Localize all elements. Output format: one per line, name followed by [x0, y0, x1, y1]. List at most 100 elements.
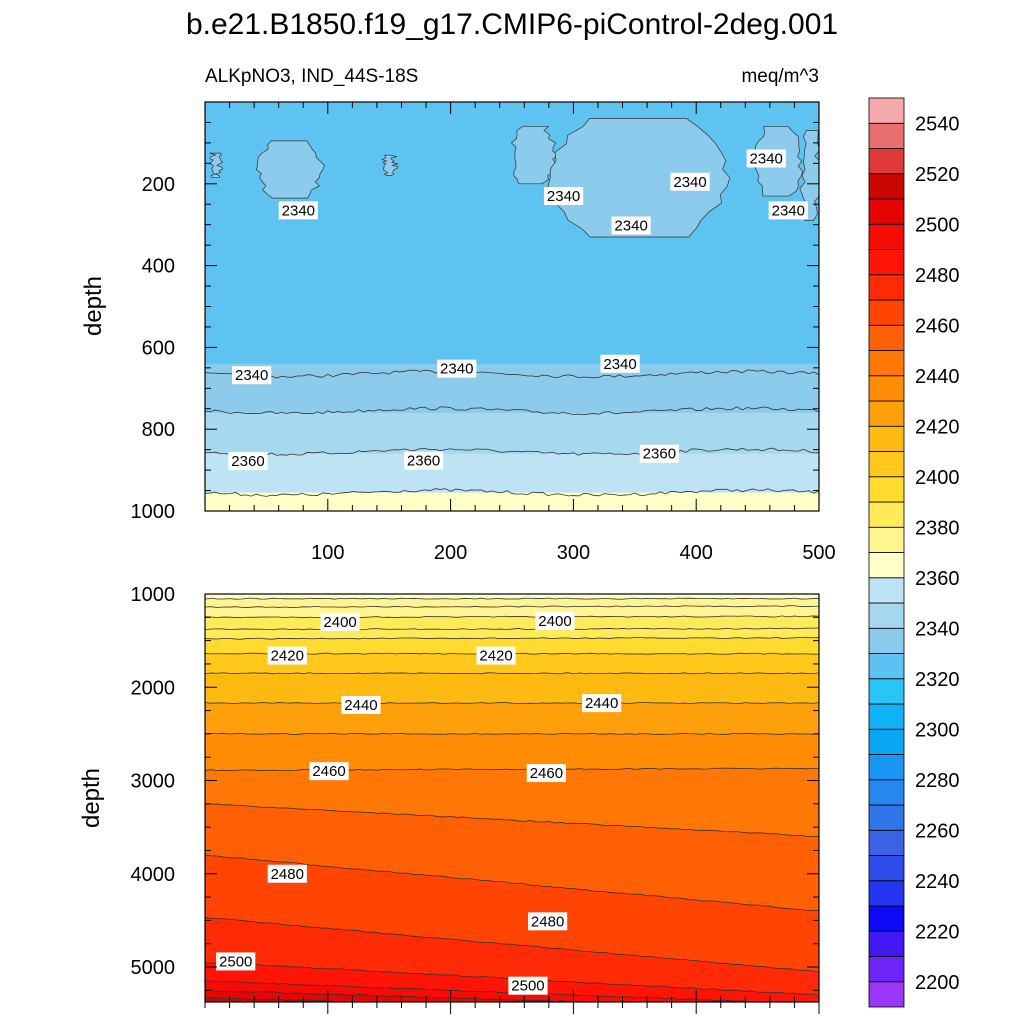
bottom-contour-label-0: 2400: [320, 612, 360, 631]
bottom-contour-line-2380: [205, 597, 819, 600]
top-contour-label-5-text: 2360: [643, 446, 676, 463]
bottom-contour-label-6-text: 2460: [312, 763, 345, 780]
bottom-contour-labels: 2400 2400 2420 2420 2440 2440 2460 2460 2480 2480…: [216, 612, 622, 995]
top-y-axis-label: depth: [80, 276, 107, 336]
top-contour-label-10-box: [746, 149, 786, 168]
colorbar-label-2280: 2280: [915, 770, 960, 792]
top-contour-label-3: 2360: [228, 452, 268, 471]
bottom-contour-label-8-box: [267, 864, 307, 883]
bottom-contour-label-10-box: [216, 952, 256, 971]
bottom-contour-label-4-box: [341, 695, 381, 714]
bottom-contour-label-6: 2460: [309, 762, 349, 781]
bottom-contour-line-2385: [205, 605, 819, 608]
colorbar-label-2320: 2320: [915, 669, 960, 691]
top-x-tick-label-400: 400: [680, 542, 713, 564]
top-contour-label-0-box: [232, 366, 272, 385]
top-contour-label-8-box: [611, 216, 651, 235]
colorbar-box-2230: [868, 905, 905, 932]
colorbar-box-2480: [868, 274, 905, 301]
top-contour-label-10: 2340: [746, 149, 786, 168]
colorbar-box-2370: [868, 552, 905, 579]
bottom-contour-line-2430: [205, 702, 819, 705]
bottom-contour-label-6-box: [309, 762, 349, 781]
colorbar-box-2390: [868, 501, 905, 528]
top-band-4: [205, 492, 819, 511]
bottom-contour-label-0-box: [320, 612, 360, 631]
colorbar-box-2410: [868, 451, 905, 478]
colorbar-box-2530: [868, 148, 905, 175]
bottom-contour-label-10-text: 2500: [219, 953, 252, 970]
colorbar-box-2260: [868, 829, 905, 856]
right-subtitle: meq/m^3: [741, 66, 819, 87]
colorbar-box-2250: [868, 855, 905, 882]
left-subtitle: ALKpNO3, IND_44S-18S: [205, 66, 418, 87]
bottom-contour-label-9-box: [528, 912, 568, 931]
bottom-panel: 2400 2400 2420 2420 2440 2440 2460 2460 2480 2480…: [78, 584, 820, 1014]
colorbar-box-2470: [868, 299, 905, 326]
colorbar-box-2360: [868, 577, 905, 604]
bottom-contour-line-2460: [205, 803, 819, 837]
bottom-y-tick-label-4000: 4000: [131, 864, 176, 886]
colorbar-label-2260: 2260: [915, 820, 960, 842]
bottom-contour-label-5-text: 2440: [585, 695, 618, 712]
colorbar-box-2460: [868, 324, 905, 351]
bottom-contour-label-1: 2400: [535, 612, 575, 631]
bottom-contour-line-2420: [205, 672, 819, 675]
colorbar-box-2450: [868, 350, 905, 377]
bottom-axis-ticks: 1000 2000 3000 4000 5000: [131, 584, 820, 1014]
colorbar-box-2270: [868, 804, 905, 831]
top-contour-line-2340-0: [205, 369, 819, 379]
top-contour-label-0-text: 2340: [235, 367, 268, 384]
bottom-contour-label-3-text: 2420: [479, 648, 512, 665]
top-patch-0: [209, 152, 224, 179]
top-contour-label-11-box: [768, 201, 808, 220]
bottom-contour-label-5-box: [582, 694, 622, 713]
top-contour-label-7: 2340: [543, 187, 584, 206]
colorbar-label-2420: 2420: [915, 416, 960, 438]
colorbar-label-2480: 2480: [915, 265, 960, 287]
top-contour-label-3-text: 2360: [231, 453, 264, 470]
bottom-contour-label-3-box: [476, 646, 516, 665]
top-y-tick-label-400: 400: [142, 256, 175, 278]
colorbar-label-2340: 2340: [915, 618, 960, 640]
bottom-contour-label-7-box: [526, 764, 566, 783]
colorbar: 2200 2220 2240 2260 2280 2300 2320 2340 2360 2380…: [868, 97, 960, 1008]
bottom-contour-label-11-text: 2500: [511, 978, 544, 995]
bottom-contour-label-9: 2480: [528, 912, 568, 931]
top-contour-label-10-text: 2340: [750, 150, 783, 167]
top-patch-2: [381, 154, 399, 176]
colorbar-label-2540: 2540: [915, 113, 960, 135]
colorbar-label-2220: 2220: [915, 921, 960, 943]
colorbar-label-2520: 2520: [915, 164, 960, 186]
top-patch-6: [799, 130, 819, 221]
colorbar-box-2420: [868, 425, 905, 452]
colorbar-box-2400: [868, 476, 905, 503]
top-contour-label-11: 2340: [768, 201, 808, 220]
bottom-contour-line-2440: [205, 732, 819, 735]
colorbar-box-2540: [868, 122, 905, 149]
bottom-contour-line-2450: [205, 767, 819, 772]
colorbar-box-2200: [868, 981, 905, 1008]
top-contour-label-1: 2340: [437, 359, 477, 378]
top-contour-label-9-box: [670, 172, 710, 191]
top-contour-line-2350-1: [205, 406, 819, 416]
top-x-tick-label-200: 200: [434, 542, 467, 564]
chart-title: b.e21.B1850.f19_g17.CMIP6-piControl-2deg…: [186, 8, 838, 41]
bottom-contour-line-2470: [205, 854, 819, 912]
bottom-contour-label-11: 2500: [508, 976, 548, 995]
bottom-contour-label-4: 2440: [341, 695, 381, 714]
colorbar-box-2320: [868, 678, 905, 705]
top-patch-4: [547, 118, 731, 238]
colorbar-box-2220: [868, 930, 905, 957]
colorbar-box-2520: [868, 173, 905, 200]
top-y-tick-label-600: 600: [142, 337, 175, 359]
top-contour-label-1-text: 2340: [440, 361, 473, 378]
top-contour-label-4-text: 2360: [407, 453, 440, 470]
colorbar-box-2500: [868, 223, 905, 250]
colorbar-box-2380: [868, 526, 905, 553]
colorbar-box-2350: [868, 602, 905, 629]
top-y-tick-label-1000: 1000: [131, 501, 176, 523]
colorbar-label-2200: 2200: [915, 972, 960, 994]
colorbar-label-2360: 2360: [915, 568, 960, 590]
top-contour-line-2360-2: [205, 447, 819, 456]
